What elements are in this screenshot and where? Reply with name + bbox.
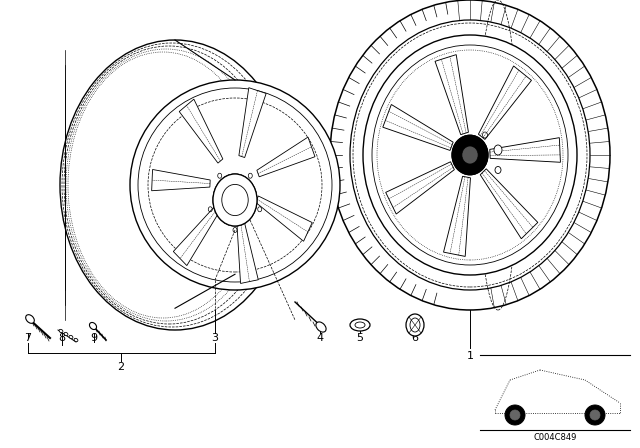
Polygon shape	[480, 169, 538, 239]
Polygon shape	[173, 205, 221, 266]
Polygon shape	[490, 138, 561, 162]
Ellipse shape	[213, 174, 257, 226]
Text: 7: 7	[24, 333, 31, 343]
Ellipse shape	[90, 323, 97, 330]
Polygon shape	[383, 104, 453, 151]
Ellipse shape	[452, 135, 488, 175]
Ellipse shape	[330, 0, 610, 310]
Polygon shape	[179, 99, 223, 163]
Text: 5: 5	[356, 333, 364, 343]
Ellipse shape	[60, 40, 290, 330]
Text: 4: 4	[316, 333, 324, 343]
Text: 1: 1	[467, 351, 474, 361]
Circle shape	[130, 80, 340, 290]
Text: 3: 3	[211, 333, 218, 343]
Polygon shape	[152, 169, 210, 191]
Ellipse shape	[350, 20, 590, 290]
Circle shape	[590, 410, 600, 420]
Text: C004C849: C004C849	[533, 432, 577, 441]
Polygon shape	[479, 66, 531, 139]
Polygon shape	[386, 162, 454, 214]
Ellipse shape	[406, 314, 424, 336]
Text: 6: 6	[412, 333, 419, 343]
Ellipse shape	[69, 336, 73, 339]
Ellipse shape	[452, 135, 488, 175]
Polygon shape	[257, 137, 315, 177]
Polygon shape	[236, 214, 259, 284]
Text: 8: 8	[58, 333, 65, 343]
Polygon shape	[255, 196, 312, 241]
Ellipse shape	[350, 319, 370, 331]
Circle shape	[585, 405, 605, 425]
Ellipse shape	[461, 145, 479, 165]
Ellipse shape	[316, 322, 326, 332]
Ellipse shape	[74, 338, 78, 342]
Ellipse shape	[59, 329, 63, 332]
Polygon shape	[239, 88, 266, 158]
Ellipse shape	[495, 167, 501, 173]
Circle shape	[510, 410, 520, 420]
Ellipse shape	[222, 185, 248, 215]
Text: 2: 2	[117, 362, 125, 372]
Ellipse shape	[213, 174, 257, 226]
Text: 9: 9	[90, 333, 97, 343]
Ellipse shape	[494, 145, 502, 155]
Ellipse shape	[26, 314, 35, 323]
Circle shape	[505, 405, 525, 425]
Polygon shape	[444, 176, 470, 256]
Ellipse shape	[462, 146, 478, 164]
Ellipse shape	[64, 332, 68, 336]
Polygon shape	[435, 55, 468, 135]
Ellipse shape	[363, 35, 577, 275]
